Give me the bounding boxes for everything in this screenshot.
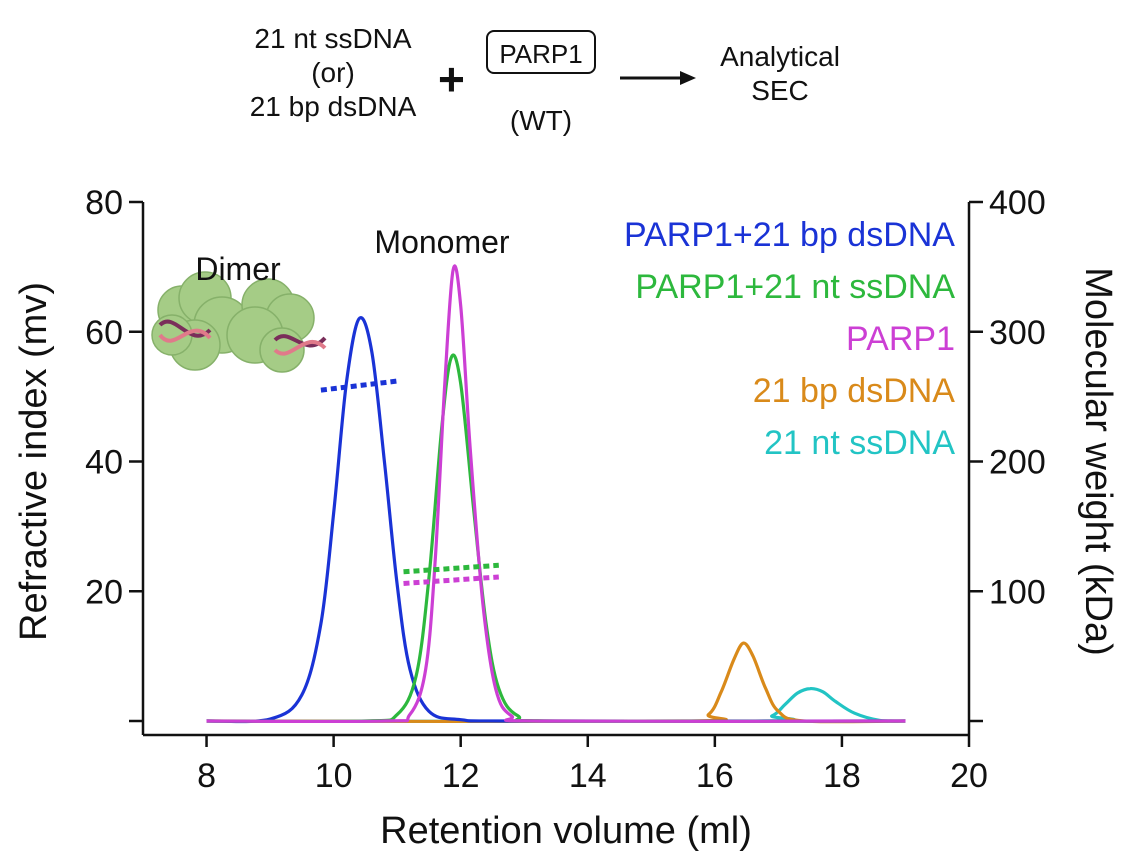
legend-entry-dsdna-complex: PARP1+21 bp dsDNA — [624, 216, 955, 254]
x-axis-title: Retention volume (ml) — [380, 810, 752, 852]
scheme-line-ssdna: 21 nt ssDNA — [254, 23, 412, 54]
legend-entry-dsdna: 21 bp dsDNA — [753, 372, 956, 410]
scheme-line-sec: SEC — [751, 75, 809, 106]
annotation-monomer: Monomer — [374, 224, 510, 260]
y2-tick-label: 300 — [989, 314, 1046, 352]
series-line-parp1 — [206, 264, 906, 724]
y-tick-label: 80 — [85, 184, 123, 222]
scheme-wt-label: (WT) — [509, 105, 573, 136]
mw-segment-ssdna-complex — [403, 562, 499, 575]
mw-segment-parp1 — [403, 574, 499, 586]
scheme-sample-label: 21 nt ssDNA (or) 21 bp dsDNA — [218, 22, 448, 124]
x-tick-label: 18 — [823, 757, 861, 795]
y2-tick-label: 100 — [989, 573, 1046, 611]
legend-entry-ssdna-complex: PARP1+21 nt ssDNA — [635, 268, 955, 306]
y-axis-title: Refractive index (mv) — [13, 282, 55, 641]
legend-entry-parp1: PARP1 — [846, 320, 955, 358]
y-tick-label: 20 — [85, 573, 123, 611]
scheme-arrow-icon — [620, 71, 696, 85]
x-tick-label: 14 — [569, 757, 607, 795]
scheme-plus-sign: + — [438, 53, 465, 105]
x-tick-label: 12 — [442, 757, 480, 795]
scheme-line-dsdna: 21 bp dsDNA — [249, 91, 417, 122]
legend-entry-ssdna: 21 nt ssDNA — [764, 424, 955, 462]
x-tick-label: 8 — [197, 757, 216, 795]
scheme-line-analytical: Analytical — [720, 41, 840, 72]
x-tick-label: 10 — [315, 757, 353, 795]
y2-tick-label: 200 — [989, 444, 1046, 482]
scheme-parp1-box: PARP1 — [486, 30, 596, 74]
series-line-dsdna-complex — [206, 316, 906, 724]
scheme-line-or: (or) — [311, 57, 355, 88]
series-line-ssdna — [206, 686, 906, 723]
series-line-dsdna — [206, 641, 906, 724]
y-tick-label: 60 — [85, 314, 123, 352]
scheme-sec-label: Analytical SEC — [690, 40, 870, 108]
y2-axis-title: Molecular weight (kDa) — [1077, 267, 1119, 656]
mw-segment-dsdna-complex — [320, 378, 398, 393]
x-tick-label: 20 — [950, 757, 988, 795]
dimer-protein-icon — [151, 271, 327, 373]
x-tick-label: 16 — [696, 757, 734, 795]
y-tick-label: 40 — [85, 444, 123, 482]
annotation-dimer: Dimer — [195, 251, 281, 287]
y2-tick-label: 400 — [989, 184, 1046, 222]
